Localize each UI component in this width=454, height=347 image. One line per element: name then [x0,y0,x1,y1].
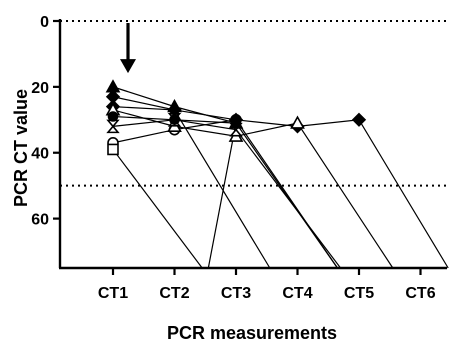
x-tick-label: CT6 [405,285,435,302]
annotation-layer [120,23,136,74]
x-tick-label: CT2 [159,285,189,302]
y-tick-label: 0 [40,14,49,31]
series-layer [105,79,449,269]
y-tick-label: 60 [31,212,49,229]
series-line [112,106,449,269]
data-point [351,112,367,127]
y-tick-label: 20 [31,80,49,97]
series-line [112,119,342,269]
arrow-head [120,59,136,74]
x-tick-label: CT3 [221,285,251,302]
x-tick-label: CT1 [98,285,128,302]
data-point [107,143,119,156]
data-point [105,89,121,104]
data-point [107,111,119,122]
x-tick-label: CT4 [282,285,312,302]
series-line [112,115,338,269]
data-point [290,115,305,129]
axes [58,19,447,270]
arrow-annotation [120,23,136,74]
data-point [169,114,180,126]
data-point [230,117,242,129]
x-ticks: CT1 CT2 CT3 CT4 CT5 CT6 [98,268,436,302]
y-axis-title: PCR CT value [11,89,31,207]
series-2 [107,143,203,269]
reference-lines [60,20,447,187]
x-tick-label: CT5 [344,285,374,302]
series-7 [107,111,338,269]
y-ticks: 0 20 40 60 [31,14,60,229]
y-tick-label: 40 [31,146,49,163]
series-line [112,149,203,269]
x-axis-title: PCR measurements [167,323,337,343]
